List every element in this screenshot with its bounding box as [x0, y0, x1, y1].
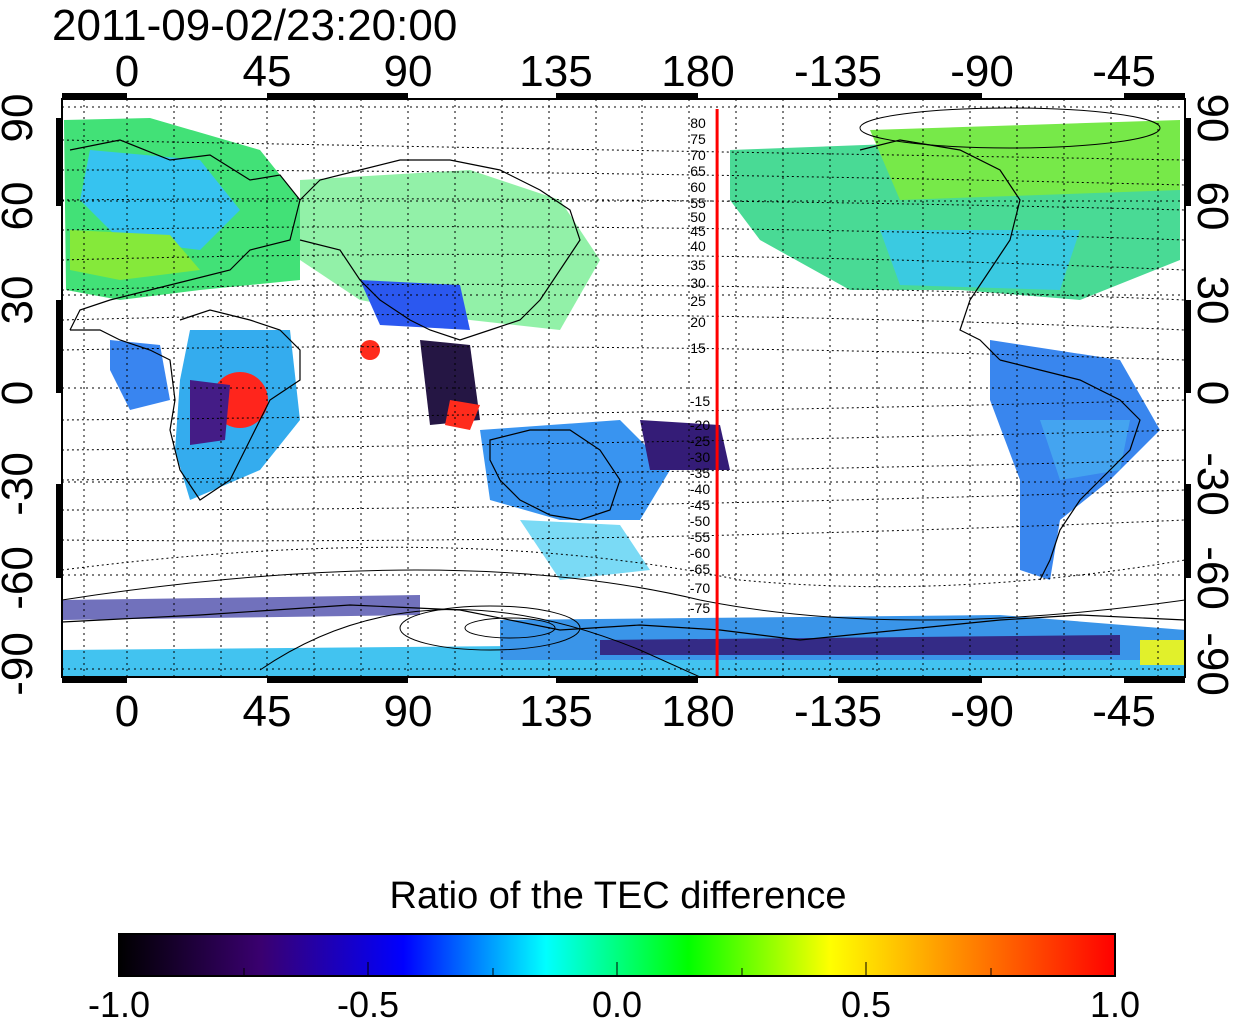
contour-label: -30 [690, 449, 710, 465]
contour-label: 30 [690, 275, 706, 291]
x-tick-bottom: -90 [950, 687, 1014, 736]
colorbar-ticks [243, 962, 992, 976]
contour-label: 75 [690, 131, 706, 147]
contour-label: 50 [690, 209, 706, 225]
contour-label: -65 [690, 561, 710, 577]
x-tick-top: -45 [1092, 47, 1156, 96]
contour-label: -15 [690, 393, 710, 409]
x-tick-top: -90 [950, 47, 1014, 96]
coastlines [62, 139, 1185, 641]
x-tick-bottom: 0 [114, 687, 140, 736]
x-tick-bottom: -45 [1092, 687, 1156, 736]
x-tick-bottom: 45 [242, 687, 292, 736]
colorbar-tick-label: 0.5 [840, 984, 892, 1025]
x-tick-top: 180 [661, 47, 735, 96]
contour-label: -20 [690, 417, 710, 433]
contour-label: 20 [690, 314, 706, 330]
contour-label: -70 [690, 580, 710, 596]
x-tick-bottom: 90 [383, 687, 433, 736]
contour-label: -35 [690, 465, 710, 481]
colorbar-title: Ratio of the TEC difference [389, 875, 847, 917]
x-tick-bottom: 180 [661, 687, 735, 736]
contour-label: 80 [690, 115, 706, 131]
x-tick-top: 135 [519, 47, 593, 96]
contour-label: -25 [690, 433, 710, 449]
contour-label: 25 [690, 293, 706, 309]
x-tick-top: 45 [242, 47, 292, 96]
colorbar-tick-label: -0.5 [336, 984, 400, 1025]
contour-label: 40 [690, 238, 706, 254]
contour-label: 15 [690, 340, 706, 356]
x-tick-top: -135 [793, 47, 883, 96]
tec-data-layer [62, 118, 1185, 677]
contour-label: -60 [690, 545, 710, 561]
contour-label: -45 [690, 497, 710, 513]
contour-label: 35 [690, 257, 706, 273]
x-tick-bottom: -135 [793, 687, 883, 736]
colorbar-tick-label: 0.0 [591, 984, 643, 1025]
x-tick-top: 0 [114, 47, 140, 96]
contour-label: -50 [690, 513, 710, 529]
contour-label: -75 [690, 600, 710, 616]
contour-label: -55 [690, 529, 710, 545]
contour-label: 60 [690, 179, 706, 195]
plot-timestamp: 2011-09-02/23:20:00 [52, 1, 458, 50]
colorbar-tick-label: 1.0 [1089, 984, 1141, 1025]
contour-label: 65 [690, 163, 706, 179]
contour-label: 45 [690, 223, 706, 239]
x-tick-top: 90 [383, 47, 433, 96]
x-tick-bottom: 135 [519, 687, 593, 736]
graticule [62, 99, 1185, 677]
magnetic-contours [62, 107, 1185, 677]
contour-label: 55 [690, 195, 706, 211]
contour-label: 70 [690, 147, 706, 163]
colorbar-tick-label: -1.0 [87, 984, 151, 1025]
frame-tick-bars [56, 93, 1191, 683]
contour-label: -40 [690, 481, 710, 497]
